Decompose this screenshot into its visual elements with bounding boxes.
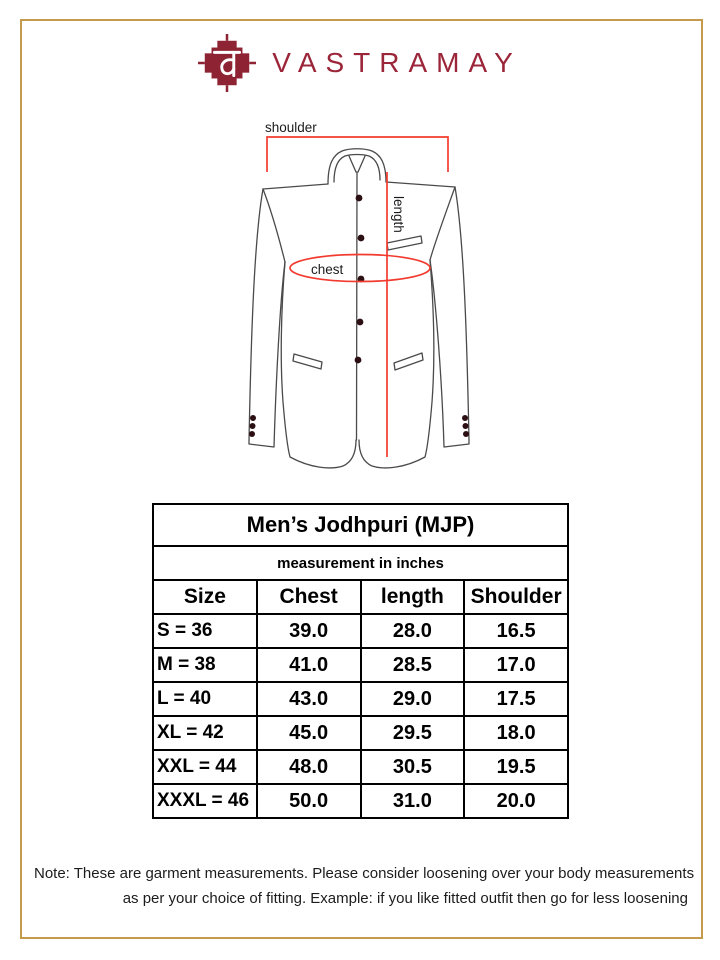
- note-line-1: Note: These are garment measurements. Pl…: [34, 865, 695, 882]
- shoulder-cell: 20.0: [463, 783, 569, 819]
- jacket-buttons: [249, 194, 469, 437]
- chest-ellipse: [289, 253, 431, 283]
- size-cell: XXXL = 46: [152, 783, 258, 819]
- table-row: XL = 42 45.0 29.5 18.0: [152, 715, 569, 751]
- col-header-size: Size: [152, 579, 258, 615]
- size-chart-table: Men’s Jodhpuri (MJP) measurement in inch…: [152, 503, 569, 819]
- size-cell: S = 36: [152, 613, 258, 649]
- col-header-length: length: [359, 579, 466, 615]
- shoulder-label: shoulder: [265, 120, 317, 135]
- size-chart-title-row: Men’s Jodhpuri (MJP): [152, 503, 569, 547]
- table-row: M = 38 41.0 28.5 17.0: [152, 647, 569, 683]
- length-cell: 28.5: [359, 647, 466, 683]
- size-chart-title: Men’s Jodhpuri (MJP): [152, 503, 569, 547]
- table-row: S = 36 39.0 28.0 16.5: [152, 613, 569, 649]
- chest-cell: 50.0: [255, 783, 362, 819]
- chest-label: chest: [311, 262, 344, 277]
- chest-cell: 48.0: [255, 749, 362, 785]
- length-label: length: [391, 196, 406, 233]
- size-chart-subtitle: measurement in inches: [152, 545, 569, 581]
- vastramay-logo-icon: [198, 34, 257, 92]
- col-header-shoulder: Shoulder: [463, 579, 569, 615]
- measurement-note: Note: These are garment measurements. Pl…: [34, 861, 695, 911]
- size-cell: L = 40: [152, 681, 258, 717]
- length-cell: 30.5: [359, 749, 466, 785]
- brand-wordmark: VASTRAMAY: [272, 47, 522, 78]
- chest-cell: 39.0: [255, 613, 362, 649]
- col-header-chest: Chest: [255, 579, 362, 615]
- length-cell: 28.0: [359, 613, 466, 649]
- shoulder-cell: 16.5: [463, 613, 569, 649]
- chest-cell: 45.0: [255, 715, 362, 751]
- table-row: L = 40 43.0 29.0 17.5: [152, 681, 569, 717]
- size-chart-subtitle-row: measurement in inches: [152, 545, 569, 581]
- size-chart-header-row: Size Chest length Shoulder: [152, 579, 569, 615]
- shoulder-cell: 19.5: [463, 749, 569, 785]
- table-row: XXL = 44 48.0 30.5 19.5: [152, 749, 569, 785]
- note-line-2: as per your choice of fitting. Example: …: [122, 890, 688, 907]
- jacket-measurement-diagram: shoulder length chest: [225, 110, 495, 500]
- jacket-diagram-svg: shoulder length chest: [248, 120, 470, 469]
- length-cell: 29.5: [359, 715, 466, 751]
- shoulder-cell: 18.0: [463, 715, 569, 751]
- length-cell: 29.0: [359, 681, 466, 717]
- size-cell: M = 38: [152, 647, 258, 683]
- shoulder-cell: 17.0: [463, 647, 569, 683]
- length-cell: 31.0: [359, 783, 466, 819]
- brand-logo: VASTRAMAY: [0, 34, 720, 92]
- table-row: XXXL = 46 50.0 31.0 20.0: [152, 783, 569, 819]
- chest-cell: 41.0: [255, 647, 362, 683]
- shoulder-bracket-line: [266, 136, 449, 172]
- size-cell: XL = 42: [152, 715, 258, 751]
- chest-cell: 43.0: [255, 681, 362, 717]
- jacket-outline: [248, 148, 470, 469]
- shoulder-cell: 17.5: [463, 681, 569, 717]
- size-cell: XXL = 44: [152, 749, 258, 785]
